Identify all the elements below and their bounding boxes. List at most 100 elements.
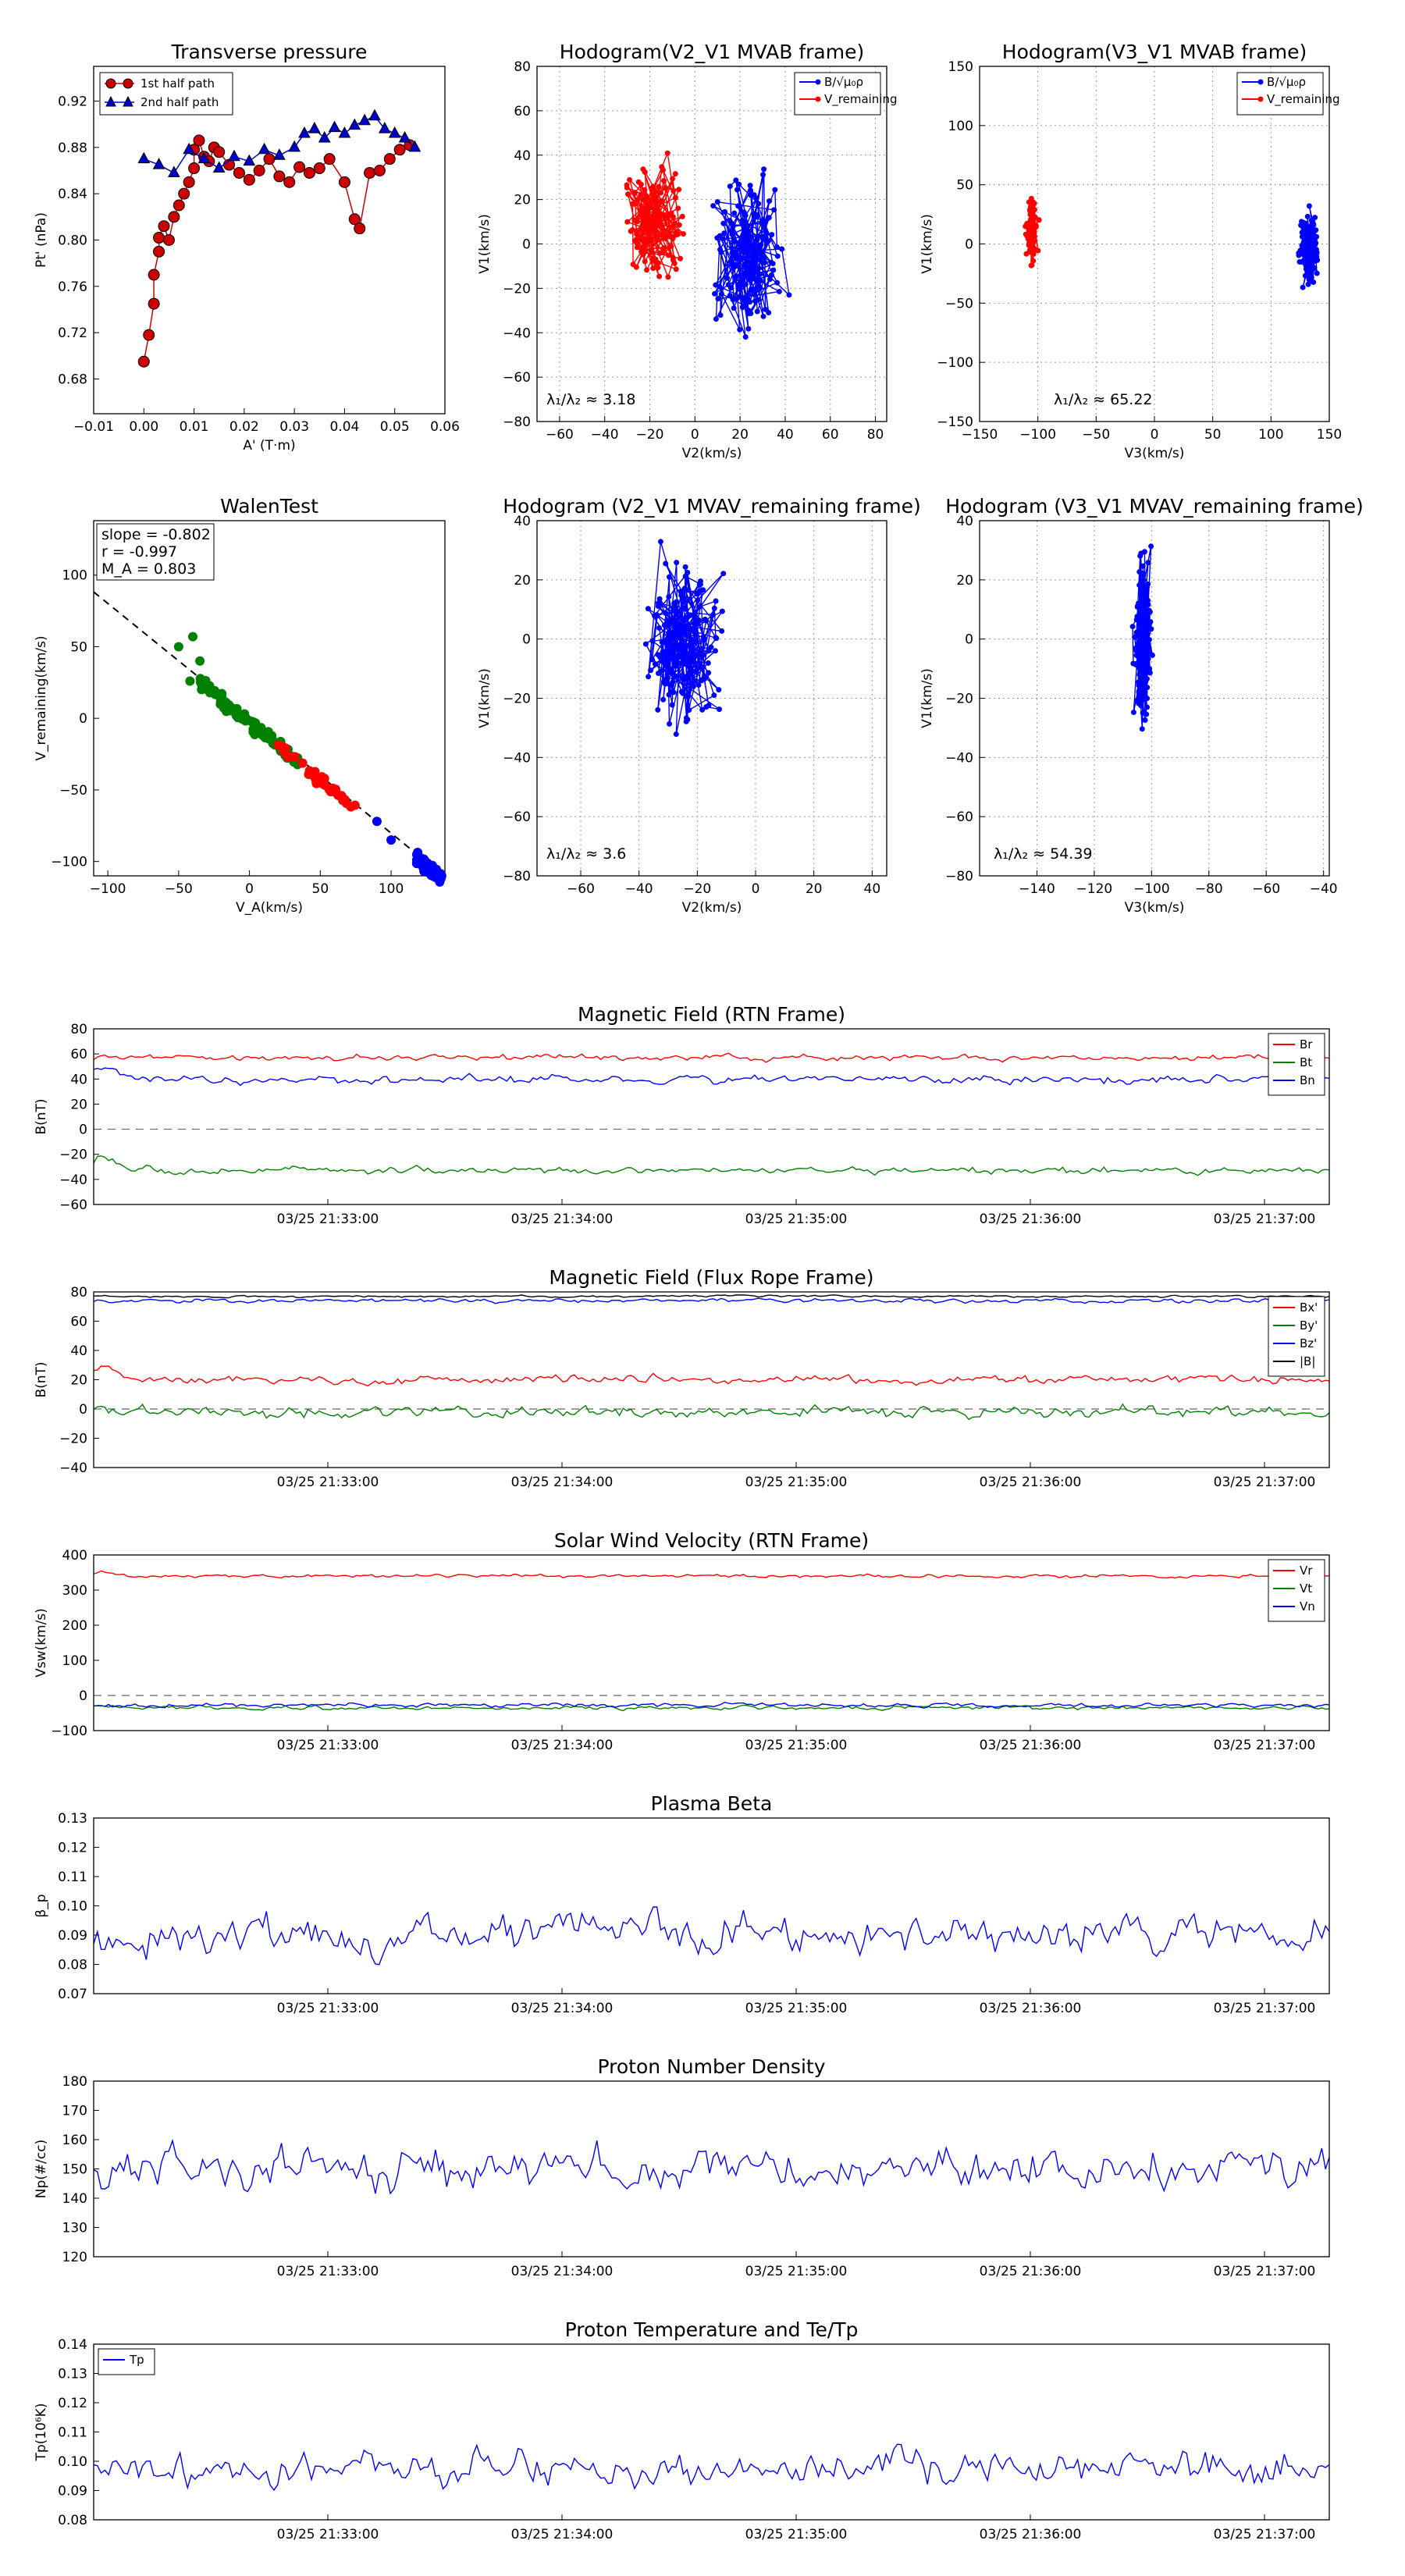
data-point xyxy=(706,703,712,709)
x-tick-label: −50 xyxy=(165,881,193,897)
data-point xyxy=(1301,245,1307,251)
y-tick-label: 130 xyxy=(62,2221,87,2236)
data-point xyxy=(666,666,672,672)
panel-frame xyxy=(93,1291,1330,1468)
data-point xyxy=(760,172,767,178)
data-point xyxy=(679,213,685,219)
legend-label: Vr xyxy=(1300,1564,1313,1578)
y-tick-label: 0 xyxy=(965,632,973,648)
data-point xyxy=(293,161,306,173)
data-point xyxy=(1314,249,1320,255)
y-tick-label: 0.92 xyxy=(58,94,87,110)
data-point xyxy=(710,203,717,209)
data-point xyxy=(1138,674,1144,680)
x-tick-label: −40 xyxy=(625,881,653,897)
y-tick-label: 0 xyxy=(79,1402,87,1418)
y-tick-label: 0.68 xyxy=(58,372,87,388)
chart-title: Hodogram (V3_V1 MVAV_remaining frame) xyxy=(945,495,1364,518)
x-axis-label: A' (T·m) xyxy=(243,438,295,454)
data-point xyxy=(358,113,371,126)
data-point xyxy=(645,606,651,612)
data-point xyxy=(666,574,672,580)
y-tick-label: −80 xyxy=(503,869,531,884)
data-point xyxy=(663,185,669,191)
data-point xyxy=(1144,585,1150,591)
x-axis-label: V_A(km/s) xyxy=(236,900,303,916)
legend-box xyxy=(1268,1559,1325,1622)
data-point xyxy=(678,625,685,632)
y-tick-label: 0.13 xyxy=(58,2367,87,2382)
data-point xyxy=(647,205,653,211)
y-tick-label: −80 xyxy=(945,869,973,884)
data-point xyxy=(649,656,656,663)
x-tick-label: 03/25 21:34:00 xyxy=(511,1475,614,1490)
data-point xyxy=(338,176,350,188)
data-point xyxy=(1298,259,1304,265)
y-tick-label: −40 xyxy=(945,750,973,766)
legend-marker xyxy=(1257,96,1264,102)
data-point xyxy=(685,703,691,709)
data-point xyxy=(690,646,696,652)
x-tick-label: 0 xyxy=(691,427,699,443)
y-tick-label: 0.76 xyxy=(58,279,87,295)
data-point xyxy=(665,252,671,258)
series-line-2nd half path xyxy=(144,115,415,174)
x-tick-label: 50 xyxy=(1204,427,1222,443)
data-point xyxy=(682,564,688,570)
data-point xyxy=(743,232,749,238)
data-point xyxy=(656,215,663,221)
data-point xyxy=(695,682,702,688)
data-point xyxy=(670,176,676,182)
chart-title: Hodogram(V2_V1 MVAB frame) xyxy=(560,41,864,63)
data-point xyxy=(660,167,666,173)
data-point xyxy=(655,265,661,271)
data-point xyxy=(720,571,727,577)
data-point xyxy=(668,244,674,250)
data-point xyxy=(638,206,645,212)
data-point xyxy=(1031,207,1037,213)
data-point xyxy=(639,244,646,251)
data-point xyxy=(660,678,667,685)
legend-label: Bz' xyxy=(1300,1336,1317,1350)
data-point xyxy=(228,149,240,162)
legend-marker xyxy=(105,78,116,89)
y-tick-label: −20 xyxy=(945,692,973,707)
data-point xyxy=(287,751,297,761)
x-tick-label: 0 xyxy=(752,881,760,897)
x-tick-label: −40 xyxy=(591,427,619,443)
data-point xyxy=(693,669,699,675)
data-point xyxy=(148,269,160,281)
y-tick-label: 40 xyxy=(514,148,531,164)
x-axis-label: V3(km/s) xyxy=(1125,900,1185,916)
hodogram_v3_v1_mvab: −150 −100 −50 0 50 100 150 −150 −100 −50 0 50 100 150… xyxy=(919,41,1342,461)
data-point xyxy=(1145,560,1151,566)
data-point xyxy=(681,676,688,682)
y-tick-label: 200 xyxy=(62,1618,87,1634)
data-point xyxy=(774,279,781,286)
data-point xyxy=(724,275,731,281)
hodogram_v2_v1_mvav-frame xyxy=(536,520,887,877)
x-tick-label: −0.01 xyxy=(73,419,114,435)
series-line-Bz' xyxy=(93,1297,1330,1305)
data-point xyxy=(730,265,736,272)
y-tick-label: 140 xyxy=(62,2191,87,2207)
stats-text: r = -0.997 xyxy=(101,543,177,560)
legend-box xyxy=(1236,72,1324,116)
legend-label: V_remaining xyxy=(1267,92,1340,107)
data-point xyxy=(1138,703,1144,709)
data-point xyxy=(774,244,780,251)
data-point xyxy=(303,166,315,179)
data-point xyxy=(1301,229,1307,235)
x-tick-label: 100 xyxy=(379,881,404,897)
y-tick-label: 0 xyxy=(79,1123,87,1138)
x-tick-label: 20 xyxy=(806,881,823,897)
data-point xyxy=(769,232,775,238)
data-point xyxy=(660,178,667,184)
data-point xyxy=(1311,221,1317,227)
data-point xyxy=(740,276,746,283)
data-point xyxy=(660,248,666,254)
data-point xyxy=(158,220,170,233)
data-point xyxy=(742,262,749,269)
y-tick-label: 60 xyxy=(70,1047,87,1062)
data-point xyxy=(706,670,712,676)
